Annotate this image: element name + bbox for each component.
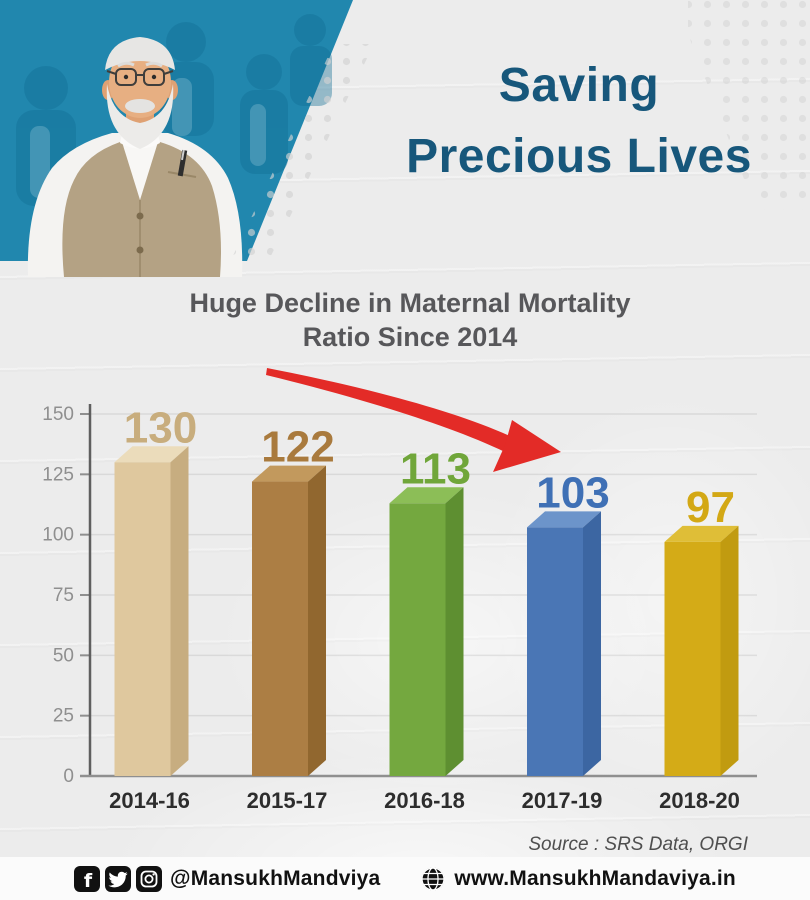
bar-2017-19 [527, 527, 583, 776]
page-title-line1: Saving [498, 59, 660, 112]
halftone-dots-corner [688, 0, 810, 210]
bar-top-face [527, 511, 601, 528]
website-url: www.MansukhMandaviya.in [454, 866, 736, 890]
bar-top-face [389, 487, 464, 504]
x-category-label: 2015-17 [247, 788, 328, 813]
bar-2014-16 [114, 462, 171, 776]
hero-banner [0, 0, 810, 277]
bar-value-label: 103 [536, 468, 609, 517]
y-tick-label: 100 [42, 525, 74, 546]
bars: 130 2014-16 122 2015-17 113 2016-18 103 2017-19… [109, 403, 740, 813]
bar-value-label: 113 [400, 444, 471, 493]
halftone-dots-band [230, 44, 374, 262]
bar-side-face [170, 446, 189, 776]
bar-side-face [720, 525, 739, 776]
beard [106, 84, 174, 149]
y-tick-label: 25 [53, 706, 74, 727]
website-group: www.MansukhMandaviya.in [420, 866, 736, 892]
pocket-pen-icon [177, 149, 188, 177]
x-category-label: 2014-16 [109, 788, 190, 813]
chart-heading-line2: Ratio Since 2014 [302, 322, 518, 352]
background-figures [16, 14, 332, 206]
bar-value-label: 97 [686, 483, 735, 532]
glasses-icon [106, 68, 174, 86]
instagram-icon [136, 865, 163, 892]
bar-top-face [114, 446, 189, 463]
y-tick-label: 75 [53, 585, 74, 606]
social-handle: @MansukhMandviya [170, 866, 381, 890]
bar-top-face [252, 465, 326, 482]
globe-icon [421, 866, 446, 891]
svg-text:f: f [84, 870, 93, 892]
bar-top-face [664, 525, 739, 542]
bar-2015-17 [252, 481, 308, 776]
bar-value-label: 130 [124, 403, 197, 452]
social-handle-group: f @MansukhMandviya [74, 865, 381, 892]
page-title-line2: Precious Lives [406, 130, 752, 183]
bar-side-face [308, 465, 326, 776]
bar-2018-20 [664, 541, 721, 776]
x-category-label: 2017-19 [522, 788, 603, 813]
bar-2016-18 [389, 503, 446, 776]
decline-arrow-icon [266, 368, 561, 472]
footer-bar: f @MansukhMandviya [0, 857, 810, 900]
bar-value-label: 122 [261, 423, 334, 472]
y-tick-label: 50 [53, 645, 74, 666]
bar-side-face [583, 511, 601, 776]
facebook-icon: f [74, 865, 101, 892]
y-tick-label: 0 [63, 766, 74, 787]
source-note: Source : SRS Data, ORGI [528, 834, 748, 855]
hair [105, 37, 175, 70]
page-title: Saving Precious Lives [348, 50, 810, 192]
chart-heading: Huge Decline in Maternal Mortality Ratio… [75, 286, 745, 354]
social-icons: f [74, 865, 163, 892]
y-tick-label: 150 [42, 404, 74, 425]
twitter-icon [105, 865, 132, 892]
chart-heading-line1: Huge Decline in Maternal Mortality [189, 288, 631, 318]
x-category-label: 2016-18 [384, 788, 465, 813]
y-tick-label: 125 [42, 464, 74, 485]
modi-photo [27, 37, 243, 277]
bar-side-face [445, 487, 464, 776]
x-category-label: 2018-20 [659, 788, 740, 813]
